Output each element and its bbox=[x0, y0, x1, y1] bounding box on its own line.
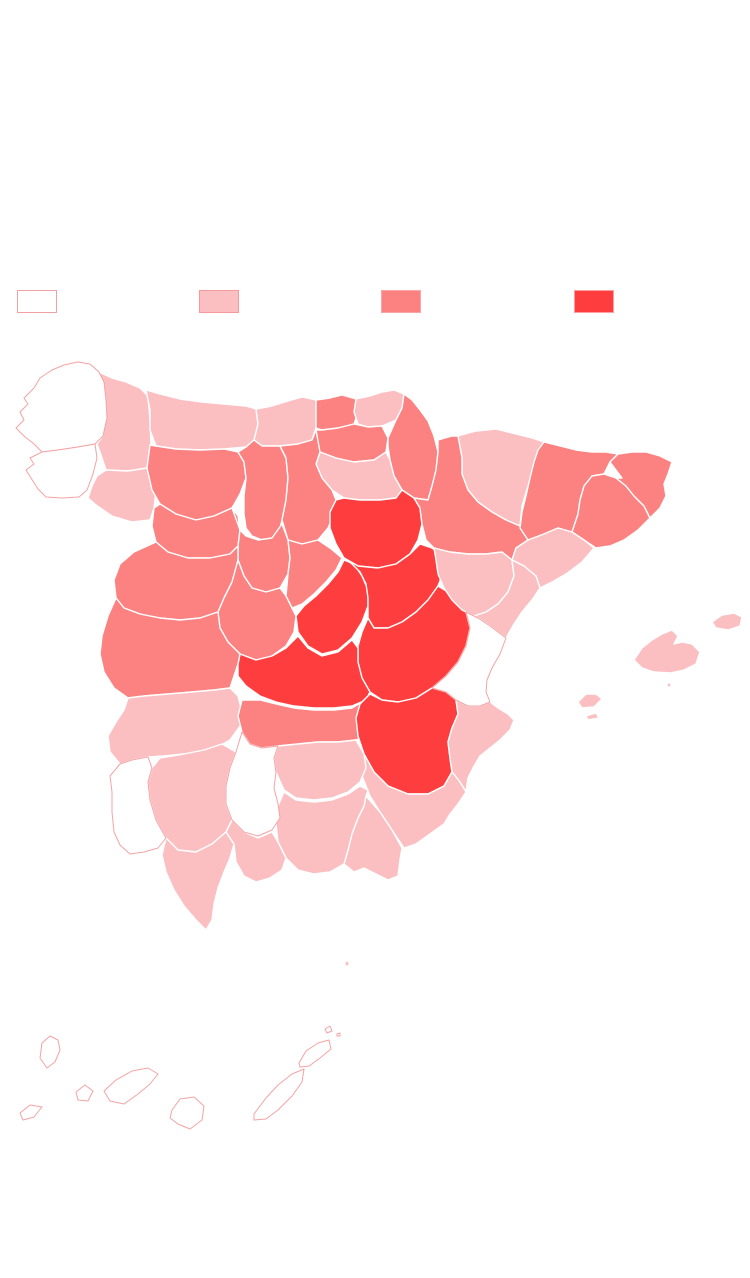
province-el-hierro[interactable] bbox=[19, 1104, 43, 1121]
province-la-palma[interactable] bbox=[39, 1035, 61, 1069]
province-toledo[interactable] bbox=[237, 635, 371, 709]
province-jaen[interactable] bbox=[273, 739, 367, 801]
province-a-coruna[interactable] bbox=[15, 361, 108, 453]
province-pontevedra[interactable] bbox=[25, 443, 98, 499]
province-la-graciosa[interactable] bbox=[324, 1025, 333, 1034]
province-cabrera[interactable] bbox=[666, 682, 672, 688]
province-cordoba[interactable] bbox=[225, 731, 281, 837]
legend-swatch-low[interactable] bbox=[199, 290, 239, 313]
province-segovia[interactable] bbox=[285, 539, 343, 609]
province-cantabria[interactable] bbox=[253, 396, 319, 447]
province-lanzarote[interactable] bbox=[298, 1039, 332, 1068]
province-valencia[interactable] bbox=[431, 611, 507, 707]
province-ourense[interactable] bbox=[87, 467, 157, 523]
province-asturias[interactable] bbox=[145, 389, 259, 451]
province-huelva[interactable] bbox=[109, 756, 167, 855]
province-la-gomera[interactable] bbox=[75, 1084, 94, 1102]
province-alicante[interactable] bbox=[447, 699, 515, 793]
province-fuerteventura[interactable] bbox=[253, 1068, 305, 1121]
province-mallorca[interactable] bbox=[633, 629, 701, 674]
legend-swatch-mid[interactable] bbox=[381, 290, 421, 313]
province-caceres[interactable] bbox=[99, 597, 241, 699]
province-murcia[interactable] bbox=[357, 753, 467, 849]
province-girona[interactable] bbox=[609, 451, 673, 519]
legend-swatch-high[interactable] bbox=[574, 290, 614, 313]
province-soria[interactable] bbox=[329, 489, 423, 569]
province-leon[interactable] bbox=[146, 444, 247, 521]
province-tenerife[interactable] bbox=[103, 1067, 159, 1105]
province-cadiz[interactable] bbox=[161, 831, 235, 931]
province-islet-east[interactable] bbox=[336, 1032, 341, 1037]
province-gran-canaria[interactable] bbox=[169, 1096, 205, 1130]
province-alboran[interactable] bbox=[344, 960, 350, 967]
legend-swatch-none[interactable] bbox=[17, 290, 57, 313]
province-formentera[interactable] bbox=[585, 712, 600, 721]
province-menorca[interactable] bbox=[711, 612, 743, 631]
province-ibiza[interactable] bbox=[577, 693, 603, 709]
